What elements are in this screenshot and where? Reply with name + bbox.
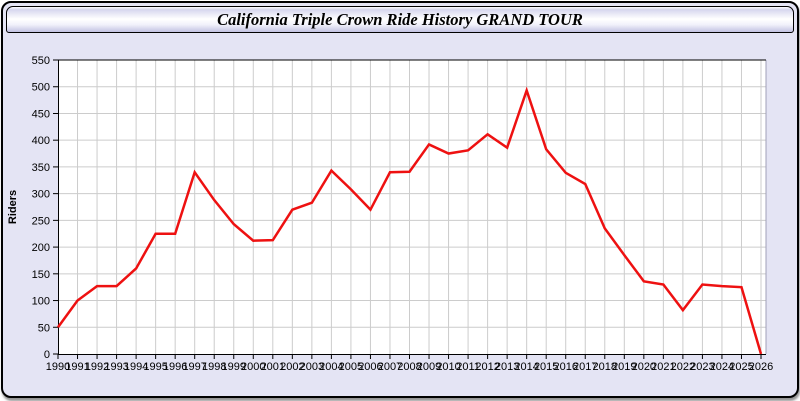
y-tick-label: 200 [32, 242, 50, 254]
x-tick-label: 1995 [143, 361, 167, 373]
x-tick-label: 2007 [378, 361, 402, 373]
x-tick-label: 2002 [280, 361, 304, 373]
x-tick-label: 2020 [632, 361, 656, 373]
plot-area [58, 60, 766, 354]
x-tick-label: 1991 [65, 361, 89, 373]
x-tick-label: 2018 [593, 361, 617, 373]
y-tick-label: 100 [32, 296, 50, 308]
x-tick-label: 2019 [612, 361, 636, 373]
x-tick-label: 2017 [573, 361, 597, 373]
y-tick-label: 350 [32, 162, 50, 174]
y-tick-label: 50 [38, 322, 50, 334]
x-tick-label: 2005 [339, 361, 363, 373]
x-tick-label: 1992 [85, 361, 109, 373]
x-tick-label: 2010 [436, 361, 460, 373]
x-tick-label: 2004 [319, 361, 343, 373]
x-tick-label: 1993 [104, 361, 128, 373]
x-tick-label: 2001 [261, 361, 285, 373]
x-tick-label: 1994 [124, 361, 148, 373]
x-tick-label: 2008 [397, 361, 421, 373]
x-tick-label: 1999 [222, 361, 246, 373]
chart-title: California Triple Crown Ride History GRA… [217, 9, 583, 29]
x-tick-label: 2003 [300, 361, 324, 373]
chart-title-bar: California Triple Crown Ride History GRA… [6, 6, 794, 33]
x-tick-label: 2013 [495, 361, 519, 373]
y-tick-label: 550 [32, 55, 50, 67]
y-tick-label: 250 [32, 215, 50, 227]
x-tick-label: 2009 [417, 361, 441, 373]
y-tick-label: 150 [32, 269, 50, 281]
x-tick-label: 2025 [729, 361, 753, 373]
y-tick-label: 500 [32, 82, 50, 94]
y-axis-title: Riders [7, 190, 19, 224]
riders-data-line [56, 86, 763, 355]
x-tick-label: 2015 [534, 361, 558, 373]
x-tick-label: 1998 [202, 361, 226, 373]
x-tick-label: 2024 [710, 361, 734, 373]
x-tick-label: 2000 [241, 361, 265, 373]
ride-history-line-chart: 0501001502002503003504004505005501990199… [7, 55, 773, 373]
x-tick-label: 2021 [651, 361, 675, 373]
x-tick-label: 1990 [46, 361, 70, 373]
x-tick-label: 2006 [358, 361, 382, 373]
y-tick-label: 450 [32, 108, 50, 120]
x-tick-label: 2023 [690, 361, 714, 373]
x-tick-label: 2016 [553, 361, 577, 373]
chart-region: 0 50 100 150 200 250 300 350 400 450 500 550 1990 199… [3, 3, 797, 396]
x-tick-label: 2012 [475, 361, 499, 373]
y-tick-label: 300 [32, 189, 50, 201]
x-tick-label: 2014 [514, 361, 538, 373]
x-tick-label: 1996 [163, 361, 187, 373]
x-tick-label: 2011 [456, 361, 480, 373]
x-tick-label: 2026 [749, 361, 773, 373]
x-tick-label: 2022 [671, 361, 695, 373]
y-tick-label: 400 [32, 135, 50, 147]
y-tick-label: 0 [44, 349, 50, 361]
x-tick-label: 1997 [182, 361, 206, 373]
